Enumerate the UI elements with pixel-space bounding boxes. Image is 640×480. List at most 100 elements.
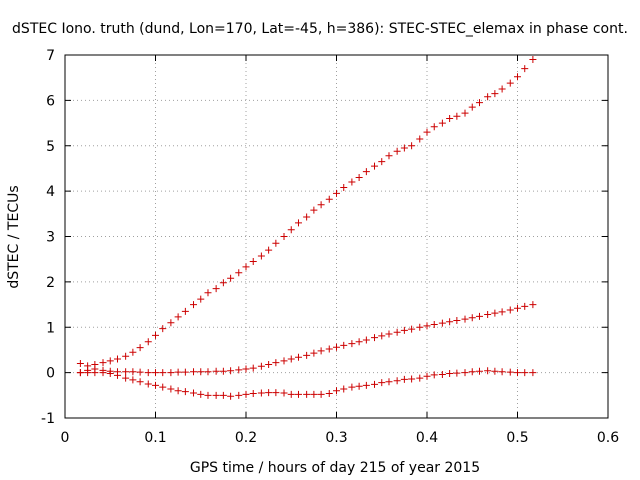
data-point: [475, 312, 483, 320]
data-point: [181, 307, 189, 315]
data-point: [340, 385, 348, 393]
data-point: [219, 391, 227, 399]
data-point: [106, 370, 114, 378]
data-point: [144, 369, 152, 377]
data-point: [430, 371, 438, 379]
data-point: [303, 351, 311, 359]
y-tick-label: 2: [46, 275, 55, 291]
data-point: [287, 226, 295, 234]
data-point: [227, 367, 235, 375]
y-tick-label: 1: [46, 320, 55, 336]
data-point: [219, 279, 227, 287]
data-point: [212, 367, 220, 375]
data-point: [446, 115, 454, 123]
data-point: [438, 319, 446, 327]
data-points: [76, 56, 537, 400]
data-point: [242, 365, 250, 373]
data-point: [446, 318, 454, 326]
data-point: [416, 374, 424, 382]
data-point: [385, 152, 393, 160]
x-tick-label: 0.2: [235, 430, 257, 446]
data-point: [129, 368, 137, 376]
data-point: [181, 388, 189, 396]
data-point: [280, 357, 288, 365]
data-point: [371, 162, 379, 170]
data-point: [227, 392, 235, 400]
data-point: [303, 213, 311, 221]
data-point: [325, 195, 333, 203]
data-point: [521, 65, 529, 73]
data-point: [167, 369, 175, 377]
data-point: [294, 390, 302, 398]
data-point: [355, 382, 363, 390]
data-point: [235, 269, 243, 277]
data-point: [181, 368, 189, 376]
data-point: [272, 359, 280, 367]
data-point: [76, 360, 84, 368]
data-point: [212, 285, 220, 293]
data-point: [152, 369, 159, 377]
data-point: [475, 99, 483, 107]
data-point: [378, 332, 386, 340]
data-point: [348, 178, 356, 186]
y-tick-label: 6: [46, 93, 55, 109]
data-point: [212, 391, 220, 399]
data-point: [325, 345, 333, 353]
data-point: [423, 372, 431, 380]
data-point: [197, 295, 205, 303]
y-tick-label: 3: [46, 230, 55, 246]
y-tick-label: 0: [46, 366, 55, 382]
data-point: [265, 360, 273, 368]
data-point: [340, 183, 348, 191]
data-point: [249, 257, 257, 265]
data-point: [378, 379, 386, 387]
series-2: [76, 301, 537, 377]
data-point: [294, 353, 302, 361]
data-point: [174, 313, 182, 321]
data-point: [529, 301, 537, 309]
x-tick-label: 0.6: [597, 430, 619, 446]
data-point: [317, 347, 325, 355]
data-point: [159, 325, 167, 333]
data-point: [514, 73, 521, 81]
data-point: [468, 103, 476, 111]
data-point: [144, 380, 152, 388]
data-point: [438, 119, 446, 127]
data-point: [272, 239, 280, 247]
data-point: [333, 189, 340, 197]
data-point: [362, 336, 370, 344]
data-point: [484, 311, 492, 319]
data-point: [453, 112, 461, 120]
data-point: [167, 385, 175, 393]
data-point: [257, 252, 265, 260]
data-point: [122, 352, 130, 360]
data-point: [430, 321, 438, 329]
data-point: [84, 369, 92, 377]
data-point: [514, 369, 521, 377]
data-point: [106, 357, 114, 365]
data-point: [430, 123, 438, 131]
data-point: [197, 390, 205, 398]
data-point: [408, 375, 416, 383]
data-point: [506, 79, 514, 87]
y-tick-label: 7: [46, 48, 55, 64]
data-point: [235, 366, 243, 374]
data-point: [280, 389, 288, 397]
data-point: [204, 289, 212, 297]
data-point: [461, 315, 469, 323]
data-point: [136, 344, 144, 352]
data-point: [136, 368, 144, 376]
data-point: [484, 367, 492, 375]
data-point: [333, 343, 340, 351]
data-point: [371, 380, 379, 388]
data-point: [371, 334, 379, 342]
data-point: [242, 390, 250, 398]
data-point: [506, 306, 514, 314]
data-point: [385, 378, 393, 386]
data-point: [333, 387, 340, 395]
data-point: [423, 322, 431, 330]
data-point: [113, 371, 121, 379]
data-point: [453, 369, 461, 377]
data-point: [136, 378, 144, 386]
data-point: [152, 331, 159, 339]
